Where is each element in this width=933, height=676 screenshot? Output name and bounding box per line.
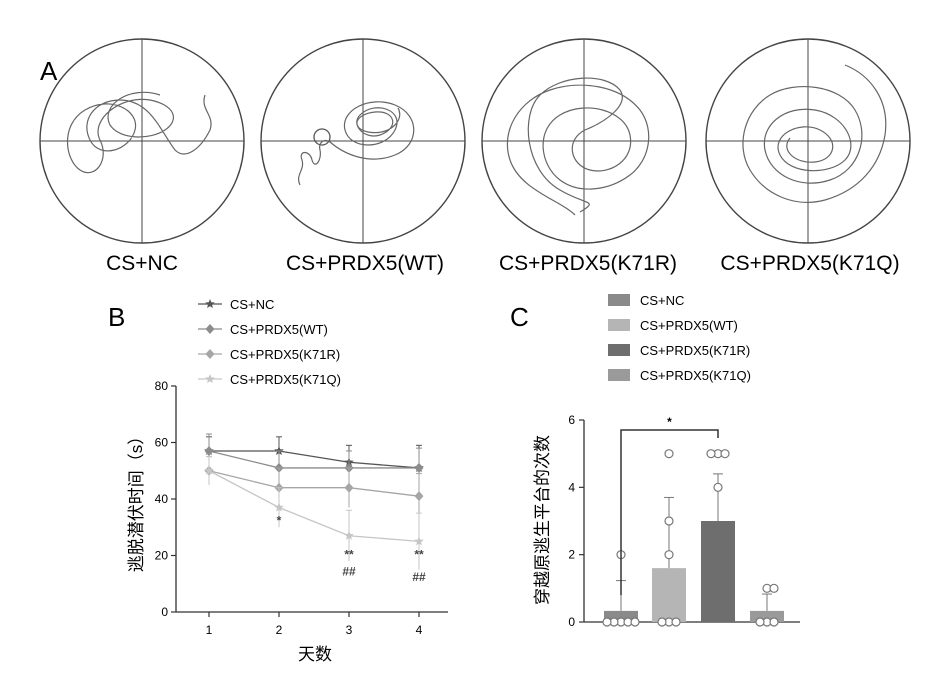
group-label-cs-prdx5-k71q: CS+PRDX5(K71Q) xyxy=(720,252,899,275)
legend-marker xyxy=(206,349,215,359)
bar xyxy=(701,521,735,622)
bar-group-cs-prdx5-wt xyxy=(652,450,686,626)
x-tick-label: 1 xyxy=(206,623,213,637)
series-line xyxy=(209,451,419,468)
group-label-cs-prdx5-k71r: CS+PRDX5(K71R) xyxy=(499,252,677,275)
legend-label: CS+PRDX5(K71Q) xyxy=(230,372,341,387)
data-point xyxy=(665,450,673,458)
bar-chart-y-axis-title: 穿越原逃生平台的次数 xyxy=(533,435,552,605)
legend-swatch xyxy=(608,294,630,306)
y-tick-label: 6 xyxy=(568,413,575,427)
series-line xyxy=(209,471,419,496)
x-tick-label: 4 xyxy=(416,623,423,637)
swim-path-map-cs-prdx5-wt xyxy=(261,39,465,243)
swim-path-map-cs-prdx5-k71r xyxy=(482,39,686,243)
swim-path-map-cs-prdx5-k71q xyxy=(706,39,910,243)
y-tick-label: 0 xyxy=(161,605,168,619)
swim-path-map-cs-nc xyxy=(40,39,244,243)
data-point xyxy=(665,517,673,525)
legend-marker xyxy=(205,299,215,308)
series-cs-nc xyxy=(204,437,424,491)
data-point xyxy=(714,483,722,491)
data-point xyxy=(345,483,354,493)
data-point xyxy=(721,450,729,458)
bar xyxy=(652,568,686,622)
legend-label: CS+PRDX5(K71R) xyxy=(230,347,340,362)
data-point xyxy=(603,618,611,626)
legend-label: CS+NC xyxy=(640,293,684,308)
legend-marker xyxy=(205,374,215,383)
data-point xyxy=(658,618,666,626)
panel-a-letter: A xyxy=(40,56,58,86)
x-tick-label: 3 xyxy=(346,623,353,637)
legend-marker xyxy=(206,324,215,334)
significance-mark: ## xyxy=(342,564,356,578)
data-point xyxy=(631,618,639,626)
series-line xyxy=(209,471,419,542)
data-point xyxy=(665,551,673,559)
panel-b-letter: B xyxy=(108,302,125,332)
data-point xyxy=(770,584,778,592)
y-tick-label: 60 xyxy=(155,436,169,450)
line-chart: 0204060801234***##**## xyxy=(155,379,448,637)
series-cs-prdx5-wt xyxy=(205,434,424,488)
legend-swatch xyxy=(608,319,630,331)
y-tick-label: 20 xyxy=(155,549,169,563)
bar-group-cs-prdx5-k71r xyxy=(701,450,735,622)
line-chart-x-axis-title: 天数 xyxy=(298,645,332,664)
data-point xyxy=(205,446,214,456)
data-point xyxy=(707,450,715,458)
significance-mark: ** xyxy=(344,547,354,561)
y-tick-label: 2 xyxy=(568,548,575,562)
legend-label: CS+PRDX5(K71Q) xyxy=(640,368,751,383)
group-label-cs-nc: CS+NC xyxy=(106,252,178,275)
y-tick-label: 4 xyxy=(568,480,575,494)
significance-mark: ## xyxy=(412,570,426,584)
y-tick-label: 40 xyxy=(155,492,169,506)
legend-swatch xyxy=(608,344,630,356)
group-label-cs-prdx5-wt: CS+PRDX5(WT) xyxy=(286,252,444,275)
significance-mark: ** xyxy=(414,547,424,561)
series-cs-prdx5-k71q xyxy=(204,457,424,570)
significance-mark: * xyxy=(667,415,672,429)
bar-chart: 0 2 4 6 * xyxy=(568,413,800,629)
line-chart-legend: CS+NC CS+PRDX5(WT) CS+PRDX5(K71R) CS+PRDX5(… xyxy=(198,297,341,387)
legend-label: CS+NC xyxy=(230,297,274,312)
data-point xyxy=(415,491,424,501)
significance-mark: * xyxy=(277,513,282,527)
data-point xyxy=(756,618,764,626)
data-point xyxy=(672,618,680,626)
y-tick-label: 80 xyxy=(155,379,169,393)
bar-group-cs-prdx5-k71q xyxy=(750,584,784,626)
bar-chart-legend: CS+NC CS+PRDX5(WT) CS+PRDX5(K71R) CS+PRDX5(… xyxy=(608,293,751,383)
data-point xyxy=(415,463,424,473)
y-tick-label: 0 xyxy=(568,615,575,629)
legend-label: CS+PRDX5(WT) xyxy=(640,318,738,333)
line-chart-y-axis-title: 逃脱潜伏时间（s） xyxy=(127,428,146,573)
legend-label: CS+PRDX5(WT) xyxy=(230,322,328,337)
legend-swatch xyxy=(608,369,630,381)
x-tick-label: 2 xyxy=(276,623,283,637)
data-point xyxy=(770,618,778,626)
panel-c-letter: C xyxy=(510,302,529,332)
legend-label: CS+PRDX5(K71R) xyxy=(640,343,750,358)
